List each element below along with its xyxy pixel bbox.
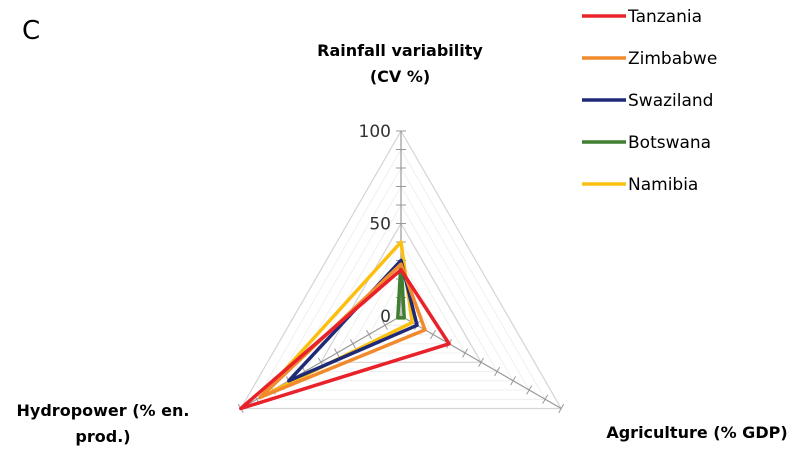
tick-label: 50 [369,215,391,235]
grid-ring [239,129,563,410]
axis-tick [430,329,436,340]
axis-tick [510,376,517,386]
tick-label: 100 [359,122,391,142]
axis-tick [350,339,356,349]
legend-label: Swaziland [628,91,713,111]
grid-ring [288,185,514,382]
axis-title-hydropower: Hydropower (% en. prod.) [17,401,190,446]
axis-tick [526,385,533,395]
grid-ring [256,148,546,400]
radar-series [239,240,451,411]
axis-title-line: Rainfall variability [317,41,483,60]
grid-ring [304,204,498,372]
axis-tick [333,348,340,358]
series-botswana [396,260,406,320]
legend-label: Namibia [628,175,698,195]
tick-label: 0 [380,307,391,327]
axis-tick [558,403,565,414]
axis-tick [478,357,485,367]
panel-letter: C [22,16,41,46]
radar-tick-labels: 0 50 100 [359,122,391,327]
series-tanzania [239,268,451,411]
axis-title-line: prod.) [75,427,130,446]
axis-tick [366,329,372,340]
grid-ring [352,259,450,345]
axis-title-rainfall: Rainfall variability (CV %) [317,41,483,86]
legend-label: Tanzania [627,7,702,27]
axis-title-agriculture: Agriculture (% GDP) [606,423,787,442]
axis-title-line: (CV %) [370,67,430,86]
axis-title-line: Hydropower (% en. [17,401,190,420]
legend: Tanzania Zimbabwe Swaziland Botswana Namibia [582,7,717,195]
axis-tick [382,320,388,330]
legend-label: Botswana [628,133,711,153]
axis-tick [542,394,549,404]
grid-ring [272,167,530,391]
axis-tick [462,348,469,358]
grid-ring [319,222,483,363]
axis-tick [494,366,501,377]
radar-axis-titles: Rainfall variability (CV %) Agriculture (%… [17,41,788,446]
legend-label: Zimbabwe [628,49,717,69]
